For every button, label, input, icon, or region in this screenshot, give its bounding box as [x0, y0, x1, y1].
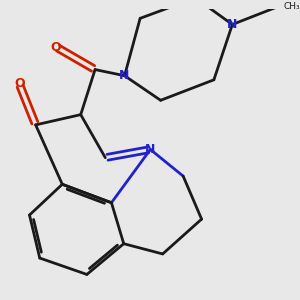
Text: O: O: [51, 40, 62, 53]
Text: O: O: [14, 77, 25, 90]
Text: N: N: [145, 143, 156, 156]
Text: CH₃: CH₃: [283, 2, 300, 10]
Text: N: N: [227, 18, 238, 31]
Text: N: N: [119, 69, 130, 82]
